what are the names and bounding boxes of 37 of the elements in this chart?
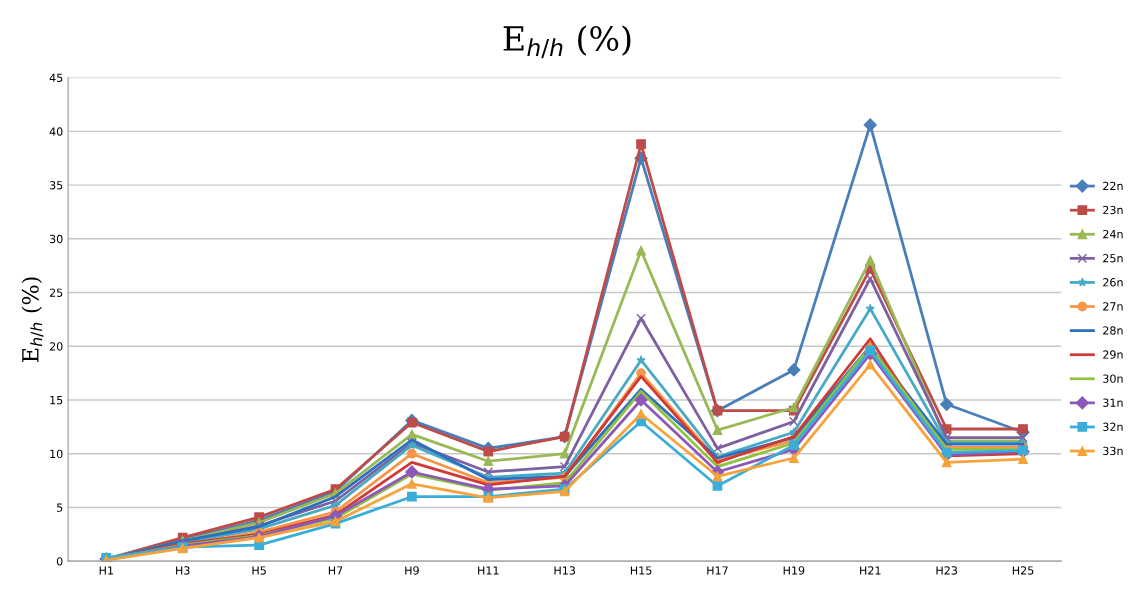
x-tick-label: H25 [1012,566,1034,575]
x-tick-label: H13 [554,566,576,575]
y-axis-title: E$_{h/h}$ (%) [21,277,44,362]
y-tick-label: 30 [49,234,63,244]
legend-label: 32n [1103,422,1123,432]
legend-label: 30n [1103,374,1123,383]
legend-label: 22n [1103,181,1123,190]
legend-label: 27n [1103,302,1123,311]
legend-label: 31n [1103,398,1123,407]
y-tick-label: 35 [49,181,63,190]
legend-label: 25n [1103,254,1123,263]
y-tick-label: 45 [49,73,63,82]
x-tick-label: H11 [478,566,499,575]
x-tick-label: H19 [783,566,805,575]
y-tick-label: 25 [49,288,63,297]
x-tick-label: H23 [936,566,957,575]
x-tick-label: H3 [176,566,190,575]
x-tick-label: H7 [328,566,343,575]
y-tick-label: 20 [49,342,63,351]
y-tick-label: 40 [49,127,63,136]
legend-label: 29n [1103,350,1123,359]
x-tick-label: H17 [707,566,728,575]
legend-label: 26n [1103,278,1123,287]
x-tick-label: H9 [405,566,419,575]
x-tick-label: H21 [860,566,881,575]
x-tick-label: H5 [252,566,266,575]
y-tick-label: 0 [56,557,63,566]
legend-label: 28n [1103,326,1123,335]
legend-label: 33n [1103,446,1123,456]
x-tick-label: H15 [630,566,652,575]
legend-label: 24n [1103,229,1123,239]
legend-label: 23n [1103,205,1123,215]
chart-title: E$_{h/h}$ (%) [503,25,631,59]
x-tick-label: H1 [99,566,113,575]
y-tick-label: 10 [50,449,63,459]
y-tick-label: 15 [50,396,63,405]
y-tick-label: 5 [57,503,63,512]
